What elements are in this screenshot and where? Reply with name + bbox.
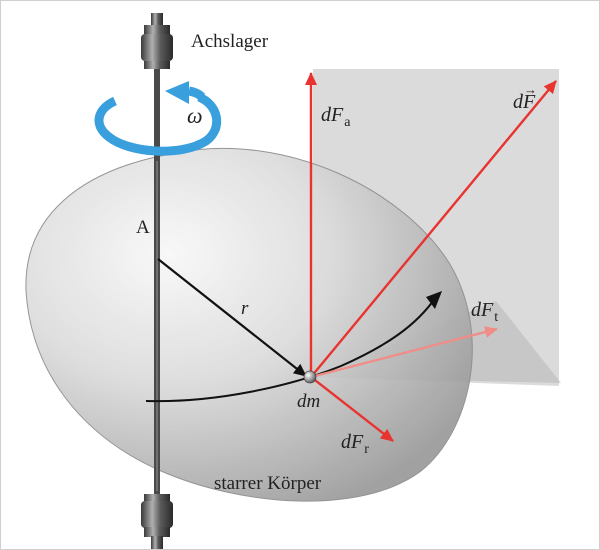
force-tangential-label: dFt	[471, 299, 499, 325]
force-axial-label: dFa	[321, 104, 351, 130]
point-a-label: A	[136, 217, 150, 238]
omega-label: ω	[187, 103, 203, 128]
force-axial-label-sub: a	[344, 115, 351, 130]
force-total-label-text: dF	[513, 91, 536, 113]
vector-arrow-icon: →	[524, 82, 537, 97]
force-radial-label: dFr	[341, 431, 369, 457]
bearing-bottom-icon	[141, 494, 173, 549]
mass-element-dot	[303, 370, 317, 384]
force-tangential-arrow	[310, 326, 498, 379]
trajectory-curve	[145, 296, 437, 403]
force-total-arrow	[310, 80, 557, 378]
bearing-label: Achslager	[191, 31, 269, 52]
bearing-top-icon	[141, 13, 173, 69]
force-tangential-label-sub: t	[494, 310, 499, 325]
mass-element-label: dm	[297, 391, 321, 412]
rotation-axis-highlight	[156, 161, 158, 491]
force-radial-label-sub: r	[364, 442, 369, 457]
force-radial-label-base: dF	[341, 431, 364, 453]
force-total-label: dF →	[513, 82, 537, 114]
force-tangential-label-base: dF	[471, 299, 494, 321]
force-radial-arrow	[310, 376, 394, 442]
rigid-body-label: starrer Körper	[214, 473, 322, 494]
rigid-body	[25, 147, 473, 502]
force-axial-label-base: dF	[321, 104, 344, 126]
trajectory-arrowhead	[426, 291, 442, 309]
radius-label: r	[241, 298, 249, 319]
radius-arrow	[157, 258, 307, 377]
rotation-arrow-icon	[94, 81, 222, 156]
